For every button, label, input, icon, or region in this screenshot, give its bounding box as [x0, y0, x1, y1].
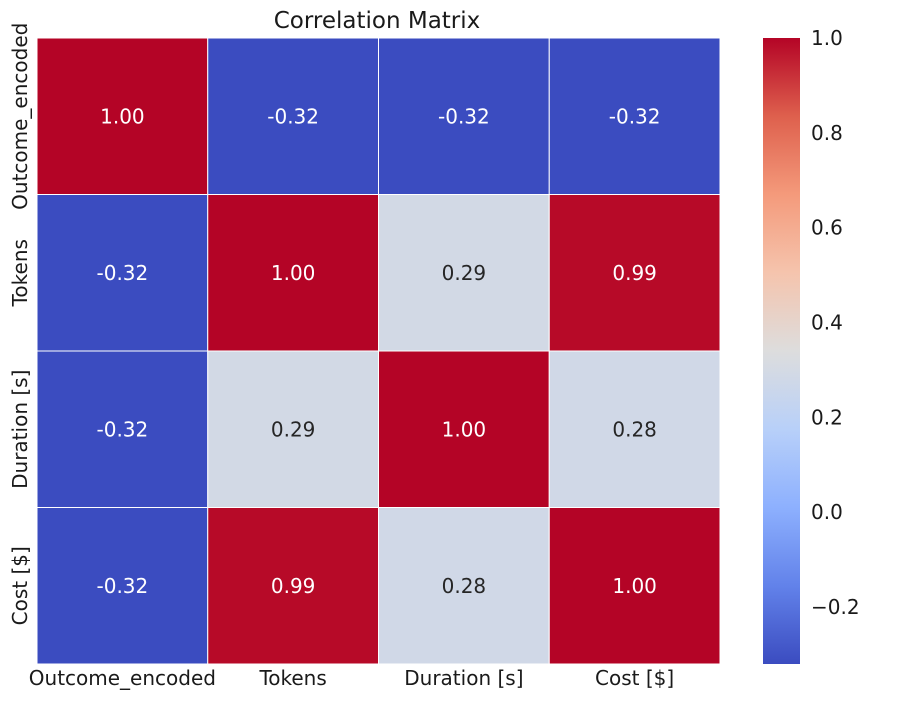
heatmap-cell [207, 194, 379, 352]
colorbar-tick-label: 0.6 [811, 216, 843, 240]
cell-value-label: 0.29 [442, 261, 487, 285]
cell-value-label: 0.28 [612, 417, 657, 441]
cell-value-label: 1.00 [271, 261, 316, 285]
x-tick-label: Tokens [258, 666, 326, 690]
heatmap-cell [207, 507, 379, 665]
heatmap-cell [548, 350, 721, 508]
colorbar: 1.0 0.8 0.6 0.4 0.2 0.0 −0.2 [763, 26, 860, 664]
heatmap-cell [548, 507, 721, 665]
x-tick-label: Duration [s] [404, 666, 523, 690]
heatmap-cell [548, 194, 721, 352]
heatmap-annotations: 1.00 -0.32 -0.32 -0.32 -0.32 1.00 0.29 0.99 -0.3… [97, 104, 661, 598]
y-tick-labels: Outcome_encoded Tokens Duration [s] Cost [$… [8, 23, 32, 626]
heatmap-cell [207, 350, 379, 508]
cell-value-label: -0.32 [97, 261, 149, 285]
heatmap-cell [36, 194, 209, 352]
cell-value-label: -0.32 [609, 104, 661, 128]
cell-value-label: -0.32 [97, 417, 149, 441]
colorbar-tick-label: 0.2 [811, 405, 843, 429]
y-tick-label: Outcome_encoded [8, 23, 32, 210]
colorbar-tick-label: 0.8 [811, 121, 843, 145]
colorbar-tick-label: 0.4 [811, 311, 843, 335]
cell-value-label: 1.00 [442, 417, 487, 441]
colorbar-tick-label: −0.2 [811, 595, 860, 619]
chart-title: Correlation Matrix [274, 8, 481, 34]
cell-value-label: 0.28 [442, 574, 487, 598]
x-tick-label: Cost [$] [595, 666, 674, 690]
cell-value-label: 0.99 [271, 574, 316, 598]
heatmap-cells [36, 37, 721, 665]
y-tick-label: Duration [s] [8, 370, 32, 489]
cell-value-label: -0.32 [267, 104, 319, 128]
colorbar-gradient [763, 38, 800, 664]
heatmap-cell [207, 37, 379, 195]
heatmap-cell [36, 37, 209, 195]
cell-value-label: -0.32 [438, 104, 490, 128]
cell-value-label: 1.00 [612, 574, 657, 598]
heatmap-cell [378, 507, 550, 665]
y-tick-label: Cost [$] [8, 546, 32, 625]
colorbar-tick-label: 0.0 [811, 500, 843, 524]
cell-value-label: -0.32 [97, 574, 149, 598]
x-tick-labels: Outcome_encoded Tokens Duration [s] Cost [$… [29, 666, 674, 690]
cell-value-label: 1.00 [100, 104, 145, 128]
x-tick-label: Outcome_encoded [29, 666, 216, 690]
cell-value-label: 0.29 [271, 417, 316, 441]
heatmap-cell [378, 37, 550, 195]
heatmap-cell [378, 194, 550, 352]
heatmap-cell [548, 37, 721, 195]
colorbar-tick-label: 1.0 [811, 26, 843, 50]
y-tick-label: Tokens [8, 239, 32, 307]
cell-value-label: 0.99 [612, 261, 657, 285]
heatmap-cell [36, 507, 209, 665]
